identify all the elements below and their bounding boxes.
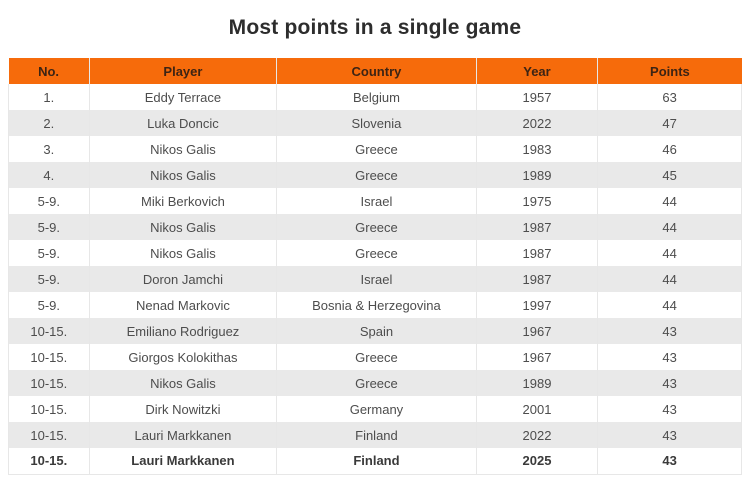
cell-country: Slovenia <box>276 110 477 136</box>
cell-player: Nikos Galis <box>89 240 278 266</box>
cell-no: 5-9. <box>8 240 90 266</box>
column-header-player: Player <box>89 58 278 84</box>
cell-country: Greece <box>276 162 477 188</box>
column-header-country: Country <box>276 58 477 84</box>
table-row: 10-15. Lauri Markkanen Finland 2022 43 <box>8 422 742 448</box>
table-row: 5-9. Nikos Galis Greece 1987 44 <box>8 240 742 266</box>
cell-year: 1975 <box>476 188 599 214</box>
column-header-points: Points <box>597 58 742 84</box>
cell-player: Luka Doncic <box>89 110 278 136</box>
table-row: 3. Nikos Galis Greece 1983 46 <box>8 136 742 162</box>
cell-points: 44 <box>597 188 742 214</box>
table-row: 5-9. Miki Berkovich Israel 1975 44 <box>8 188 742 214</box>
column-header-no: No. <box>8 58 90 84</box>
table-header-row: No. Player Country Year Points <box>8 58 742 84</box>
cell-points: 44 <box>597 240 742 266</box>
table-row: 5-9. Nenad Markovic Bosnia & Herzegovina 19… <box>8 292 742 318</box>
cell-player: Dirk Nowitzki <box>89 396 278 422</box>
cell-year: 2025 <box>476 448 599 475</box>
cell-country: Greece <box>276 344 477 370</box>
cell-player: Giorgos Kolokithas <box>89 344 278 370</box>
cell-no: 10-15. <box>8 422 90 448</box>
cell-country: Greece <box>276 136 477 162</box>
cell-player: Miki Berkovich <box>89 188 278 214</box>
cell-points: 45 <box>597 162 742 188</box>
cell-year: 1989 <box>476 370 599 396</box>
table-row: 10-15. Emiliano Rodriguez Spain 1967 43 <box>8 318 742 344</box>
page-title: Most points in a single game <box>228 16 522 39</box>
cell-country: Belgium <box>276 84 477 110</box>
cell-year: 2022 <box>476 110 599 136</box>
cell-country: Israel <box>276 188 477 214</box>
cell-country: Spain <box>276 318 477 344</box>
table-row: 10-15. Lauri Markkanen Finland 2025 43 <box>8 448 742 475</box>
cell-country: Israel <box>276 266 477 292</box>
cell-no: 1. <box>8 84 90 110</box>
points-table: No. Player Country Year Points 1. Eddy Terrac… <box>8 58 742 475</box>
cell-no: 2. <box>8 110 90 136</box>
cell-year: 1983 <box>476 136 599 162</box>
cell-year: 1997 <box>476 292 599 318</box>
table-row: 10-15. Giorgos Kolokithas Greece 1967 43 <box>8 344 742 370</box>
table-row: 10-15. Dirk Nowitzki Germany 2001 43 <box>8 396 742 422</box>
cell-points: 43 <box>597 448 742 475</box>
cell-points: 63 <box>597 84 742 110</box>
cell-player: Nikos Galis <box>89 162 278 188</box>
cell-country: Greece <box>276 240 477 266</box>
cell-year: 1987 <box>476 214 599 240</box>
cell-player: Lauri Markkanen <box>89 422 278 448</box>
cell-year: 2001 <box>476 396 599 422</box>
cell-year: 2022 <box>476 422 599 448</box>
cell-year: 1987 <box>476 266 599 292</box>
cell-year: 1967 <box>476 318 599 344</box>
cell-no: 4. <box>8 162 90 188</box>
cell-country: Finland <box>276 448 477 475</box>
cell-year: 1987 <box>476 240 599 266</box>
cell-points: 43 <box>597 344 742 370</box>
cell-player: Lauri Markkanen <box>89 448 278 475</box>
column-header-year: Year <box>476 58 599 84</box>
table-row: 10-15. Nikos Galis Greece 1989 43 <box>8 370 742 396</box>
cell-country: Germany <box>276 396 477 422</box>
cell-player: Nikos Galis <box>89 370 278 396</box>
cell-no: 10-15. <box>8 396 90 422</box>
cell-player: Emiliano Rodriguez <box>89 318 278 344</box>
cell-points: 43 <box>597 422 742 448</box>
cell-player: Nikos Galis <box>89 214 278 240</box>
cell-points: 43 <box>597 318 742 344</box>
cell-year: 1957 <box>476 84 599 110</box>
cell-player: Nikos Galis <box>89 136 278 162</box>
table-row: 1. Eddy Terrace Belgium 1957 63 <box>8 84 742 110</box>
cell-country: Bosnia & Herzegovina <box>276 292 477 318</box>
cell-year: 1989 <box>476 162 599 188</box>
cell-country: Finland <box>276 422 477 448</box>
table-row: 4. Nikos Galis Greece 1989 45 <box>8 162 742 188</box>
cell-no: 10-15. <box>8 370 90 396</box>
table-row: 5-9. Doron Jamchi Israel 1987 44 <box>8 266 742 292</box>
table-row: 2. Luka Doncic Slovenia 2022 47 <box>8 110 742 136</box>
cell-points: 44 <box>597 292 742 318</box>
cell-no: 3. <box>8 136 90 162</box>
cell-no: 10-15. <box>8 448 90 475</box>
cell-points: 43 <box>597 370 742 396</box>
cell-country: Greece <box>276 370 477 396</box>
cell-points: 44 <box>597 266 742 292</box>
cell-player: Doron Jamchi <box>89 266 278 292</box>
cell-country: Greece <box>276 214 477 240</box>
cell-points: 44 <box>597 214 742 240</box>
cell-no: 5-9. <box>8 188 90 214</box>
cell-player: Nenad Markovic <box>89 292 278 318</box>
cell-no: 5-9. <box>8 266 90 292</box>
cell-points: 46 <box>597 136 742 162</box>
table-row: 5-9. Nikos Galis Greece 1987 44 <box>8 214 742 240</box>
cell-points: 47 <box>597 110 742 136</box>
cell-no: 10-15. <box>8 318 90 344</box>
cell-no: 5-9. <box>8 292 90 318</box>
cell-points: 43 <box>597 396 742 422</box>
cell-no: 10-15. <box>8 344 90 370</box>
cell-player: Eddy Terrace <box>89 84 278 110</box>
cell-no: 5-9. <box>8 214 90 240</box>
cell-year: 1967 <box>476 344 599 370</box>
table-body: 1. Eddy Terrace Belgium 1957 63 2. Luka Doncic… <box>8 84 742 475</box>
